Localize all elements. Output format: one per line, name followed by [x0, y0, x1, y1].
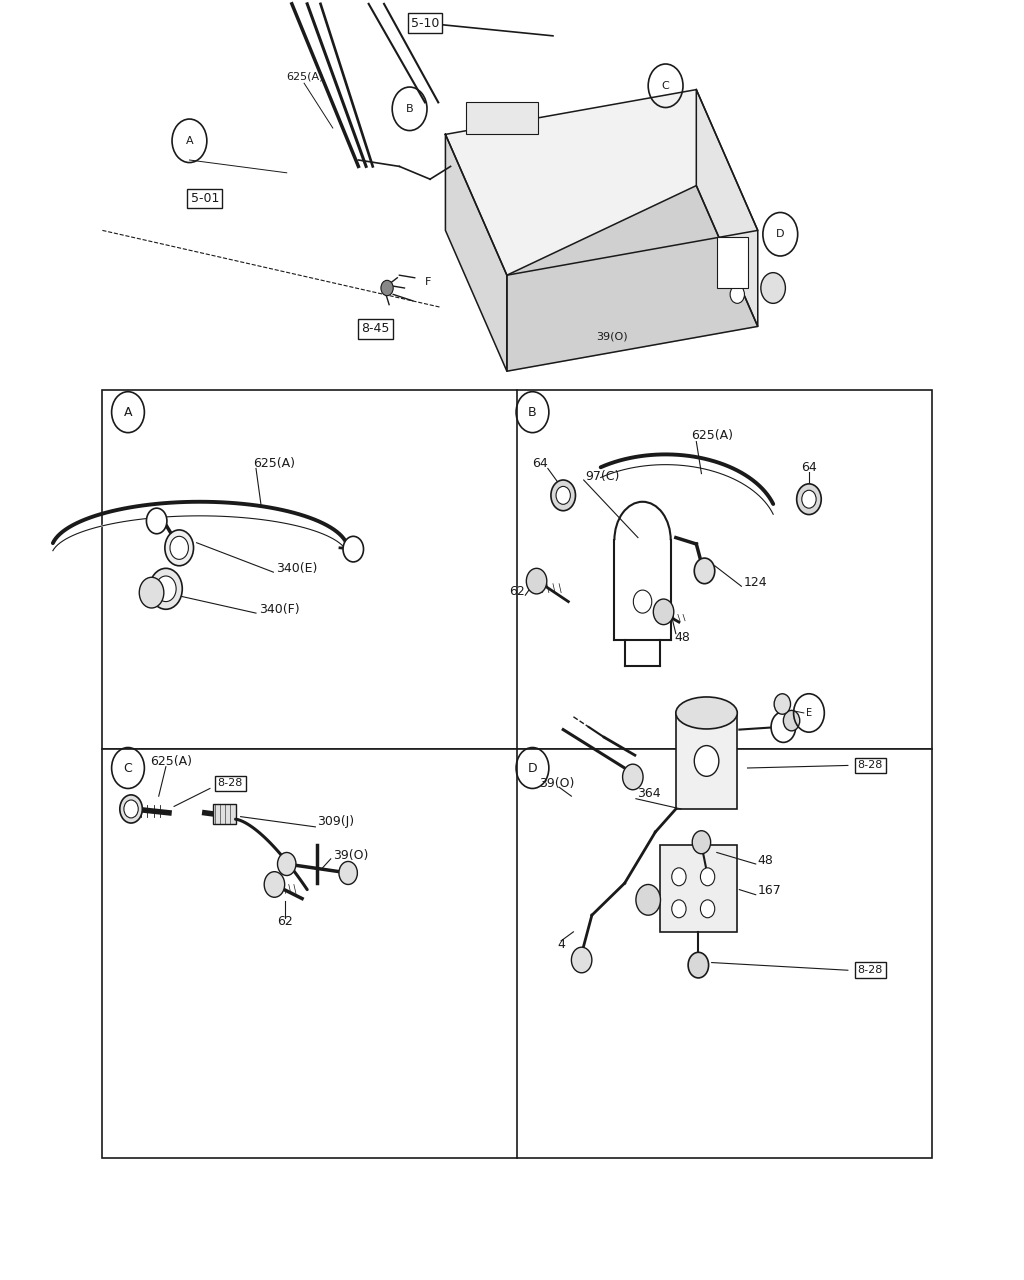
Text: 39(O): 39(O) — [539, 777, 574, 790]
Text: C: C — [662, 81, 670, 91]
Circle shape — [170, 536, 188, 559]
Circle shape — [623, 764, 643, 790]
Text: 97(C): 97(C) — [586, 470, 621, 483]
Circle shape — [120, 795, 142, 823]
Text: 8-28: 8-28 — [218, 778, 243, 788]
Polygon shape — [445, 134, 507, 371]
Circle shape — [672, 900, 686, 918]
Text: 64: 64 — [531, 457, 548, 470]
Bar — [213, 804, 236, 824]
Text: 64: 64 — [801, 461, 817, 474]
Text: 8-45: 8-45 — [361, 323, 390, 335]
Circle shape — [761, 273, 785, 303]
Bar — [466, 102, 538, 134]
Text: E: E — [806, 708, 812, 718]
Text: 5-01: 5-01 — [190, 192, 219, 205]
Circle shape — [339, 861, 357, 884]
Polygon shape — [696, 90, 758, 326]
Circle shape — [653, 599, 674, 625]
Circle shape — [264, 872, 285, 897]
Bar — [676, 713, 737, 809]
Text: 124: 124 — [743, 576, 767, 589]
Circle shape — [636, 884, 660, 915]
Text: F: F — [425, 276, 431, 287]
Text: 8-28: 8-28 — [858, 965, 883, 975]
Text: C: C — [124, 762, 132, 774]
Text: 167: 167 — [758, 884, 781, 897]
Text: D: D — [527, 762, 538, 774]
Text: 309(J): 309(J) — [317, 815, 354, 828]
Circle shape — [783, 710, 800, 731]
Circle shape — [797, 484, 821, 515]
Text: B: B — [406, 104, 414, 114]
Circle shape — [802, 490, 816, 508]
Circle shape — [728, 244, 746, 268]
Text: 62: 62 — [276, 915, 293, 928]
Text: A: A — [124, 406, 132, 419]
Circle shape — [278, 852, 296, 876]
Circle shape — [700, 900, 715, 918]
Text: 625(A): 625(A) — [253, 457, 296, 470]
Text: 625(A): 625(A) — [690, 429, 733, 442]
Text: 364: 364 — [637, 787, 660, 800]
Circle shape — [672, 868, 686, 886]
Text: 625(A): 625(A) — [151, 755, 193, 768]
Text: 4: 4 — [557, 938, 565, 951]
Circle shape — [526, 568, 547, 594]
Text: B: B — [528, 406, 537, 419]
Text: 39(O): 39(O) — [333, 849, 369, 861]
Circle shape — [551, 480, 575, 511]
Circle shape — [633, 590, 651, 613]
Text: 48: 48 — [758, 854, 774, 867]
Circle shape — [571, 947, 592, 973]
Circle shape — [694, 558, 715, 584]
Circle shape — [124, 800, 138, 818]
Text: 62: 62 — [510, 585, 525, 598]
Text: A: A — [185, 136, 194, 146]
Bar — [102, 749, 932, 1158]
Circle shape — [694, 745, 719, 776]
Circle shape — [771, 712, 796, 742]
Text: 8-28: 8-28 — [858, 760, 883, 771]
Circle shape — [381, 280, 393, 296]
Circle shape — [730, 285, 744, 303]
Circle shape — [688, 952, 709, 978]
Text: 39(O): 39(O) — [597, 332, 628, 342]
Text: 625(A): 625(A) — [287, 72, 324, 82]
Text: D: D — [776, 229, 784, 239]
Circle shape — [343, 536, 364, 562]
Text: 5-10: 5-10 — [411, 17, 439, 29]
Circle shape — [146, 508, 167, 534]
Circle shape — [150, 568, 182, 609]
Circle shape — [165, 530, 194, 566]
Text: 48: 48 — [674, 631, 690, 644]
Circle shape — [139, 577, 164, 608]
Polygon shape — [507, 186, 758, 371]
Circle shape — [692, 831, 711, 854]
Bar — [717, 237, 748, 288]
Ellipse shape — [676, 696, 737, 730]
Polygon shape — [445, 90, 758, 275]
Bar — [660, 845, 737, 932]
Circle shape — [774, 694, 791, 714]
Circle shape — [556, 486, 570, 504]
Circle shape — [156, 576, 176, 602]
Text: 340(E): 340(E) — [276, 562, 317, 575]
Bar — [102, 390, 932, 749]
Circle shape — [700, 868, 715, 886]
Text: 340(F): 340(F) — [259, 603, 300, 616]
